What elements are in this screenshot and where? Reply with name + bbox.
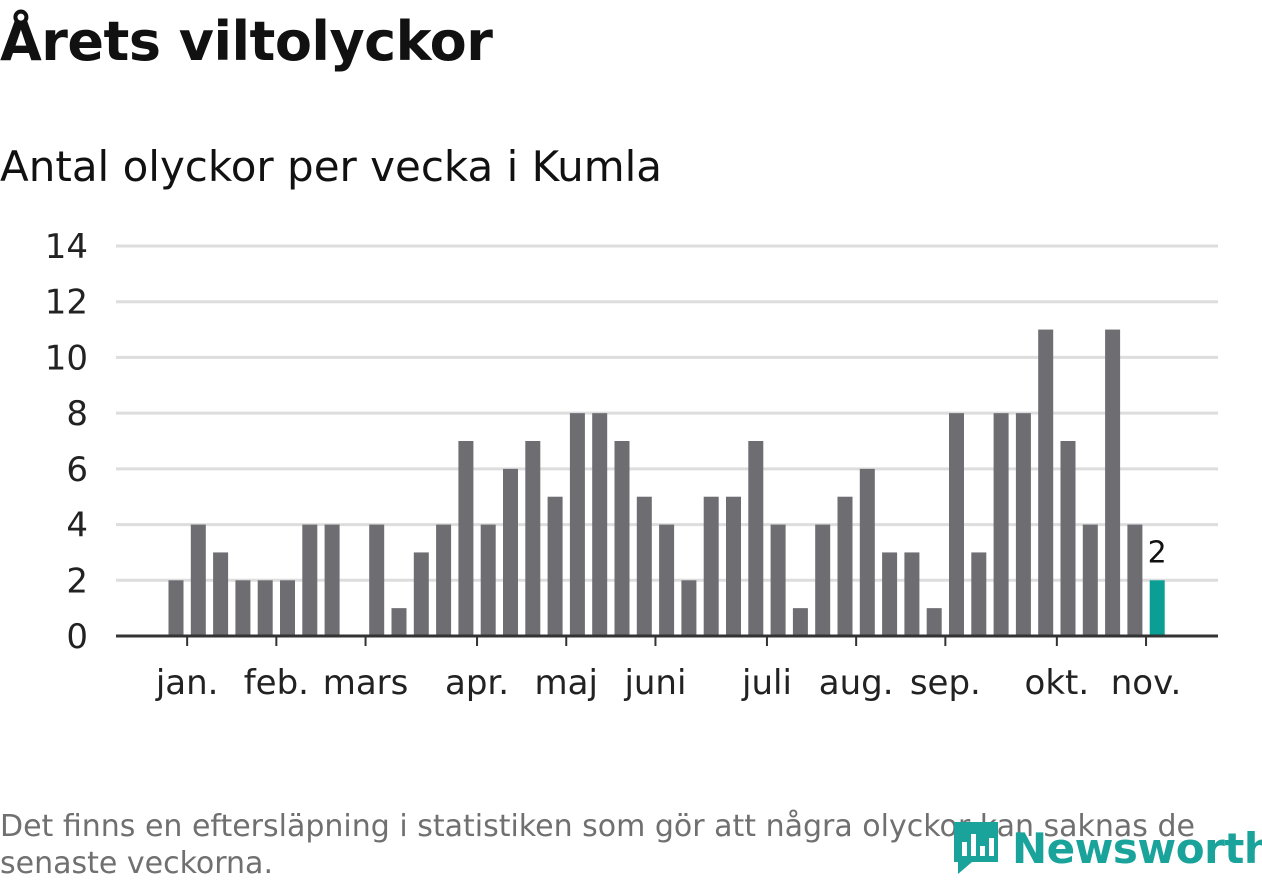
- bar: [369, 524, 385, 636]
- x-tick-label: maj: [535, 663, 598, 703]
- y-tick-label: 2: [66, 561, 88, 601]
- x-tick-label: mars: [323, 663, 409, 703]
- x-tick-label: juni: [623, 663, 686, 703]
- bar-current-week: [1149, 580, 1165, 636]
- x-tick-label: nov.: [1111, 663, 1182, 703]
- x-tick-label: sep.: [910, 663, 981, 703]
- x-tick-label: aug.: [819, 663, 894, 703]
- bar: [324, 524, 340, 636]
- y-tick-label: 6: [66, 450, 88, 490]
- bar: [592, 413, 608, 636]
- newsworthy-logo: Newsworthy: [950, 818, 1262, 878]
- bar: [413, 552, 429, 636]
- x-tick-label: feb.: [244, 663, 309, 703]
- bar: [659, 524, 675, 636]
- bar: [926, 608, 942, 636]
- bar-chart-logo-icon: [954, 822, 998, 874]
- bar: [458, 441, 474, 636]
- x-tick-label: okt.: [1025, 663, 1090, 703]
- x-tick-label: jan.: [155, 663, 219, 703]
- y-tick-label: 10: [45, 338, 88, 378]
- bar: [391, 608, 407, 636]
- bar: [168, 580, 184, 636]
- y-tick-label: 14: [45, 227, 88, 267]
- bar: [503, 468, 518, 636]
- bar: [213, 552, 229, 636]
- bar: [302, 524, 318, 636]
- y-tick-label: 4: [66, 506, 88, 546]
- bar: [748, 441, 764, 636]
- logo-text: Newsworthy: [1012, 823, 1262, 873]
- bar: [1060, 441, 1076, 636]
- x-tick-label: apr.: [445, 663, 509, 703]
- chart-title: Årets viltolyckor: [0, 10, 493, 73]
- bar: [681, 580, 697, 636]
- y-tick-label: 0: [66, 617, 88, 657]
- bar: [770, 524, 786, 636]
- bar: [1015, 413, 1031, 636]
- bar: [1038, 329, 1054, 636]
- bar: [614, 441, 630, 636]
- bar: [882, 552, 898, 636]
- bar: [815, 524, 831, 636]
- bar: [726, 496, 741, 636]
- bar: [257, 580, 273, 636]
- bar: [837, 496, 853, 636]
- bar: [993, 413, 1009, 636]
- bar: [569, 413, 585, 636]
- bar: [792, 608, 808, 636]
- bar: [547, 496, 563, 636]
- bar: [636, 496, 652, 636]
- bar: [436, 524, 452, 636]
- bar: [525, 441, 541, 636]
- bar: [1105, 329, 1121, 636]
- y-tick-label: 8: [66, 394, 88, 434]
- bar: [1082, 524, 1098, 636]
- bar: [480, 524, 496, 636]
- bar: [235, 580, 251, 636]
- bar: [904, 552, 920, 636]
- bar: [703, 496, 719, 636]
- bar: [971, 552, 987, 636]
- data-label: 2: [1148, 535, 1167, 570]
- bar: [1127, 524, 1143, 636]
- bar: [280, 580, 295, 636]
- y-tick-label: 12: [45, 283, 88, 323]
- chart-subtitle: Antal olyckor per vecka i Kumla: [0, 142, 663, 191]
- bar: [190, 524, 206, 636]
- x-tick-label: juli: [741, 663, 792, 703]
- bar: [859, 468, 875, 636]
- bar: [949, 413, 964, 636]
